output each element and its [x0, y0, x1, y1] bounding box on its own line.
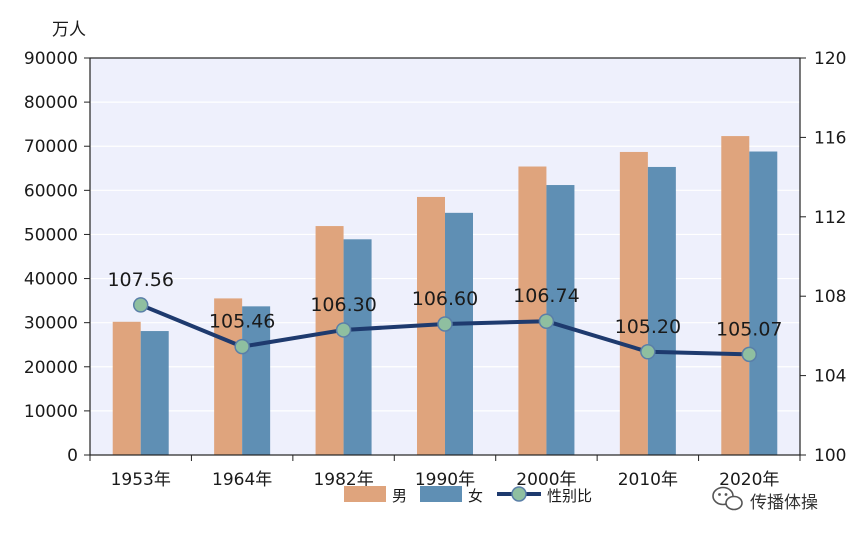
sex-ratio-point	[132, 297, 149, 313]
x-tick-label: 1990年	[415, 470, 475, 490]
sex-ratio-point	[640, 344, 656, 360]
sex-ratio-data-label: 106.60	[412, 288, 478, 310]
bar-female	[242, 306, 271, 455]
sex-ratio-point	[234, 338, 250, 355]
y-right-tick-label: 100	[814, 446, 846, 466]
y-right-tick-label: 120	[814, 49, 846, 69]
legend-label-male: 男	[392, 487, 407, 505]
sex-ratio-data-label: 105.07	[716, 318, 782, 340]
bar-female	[140, 331, 169, 455]
x-tick-label: 1964年	[212, 470, 272, 490]
legend-swatch-male	[344, 486, 386, 502]
bar-male	[315, 226, 344, 455]
data-labels: 107.56 105.46 106.30 106.60 106.74 105.20 105.…	[107, 269, 782, 340]
watermark-text: 传播体操	[750, 493, 818, 513]
bar-female	[647, 166, 676, 455]
y-left-tick-label: 50000	[24, 225, 78, 245]
sex-ratio-data-label: 106.74	[513, 285, 579, 307]
legend: 男 女 性别比	[344, 486, 592, 505]
wechat-icon	[712, 486, 743, 511]
watermark: 传播体操	[712, 486, 818, 513]
sex-ratio-point	[437, 316, 453, 332]
y-right-tick-label: 108	[814, 287, 846, 307]
y-left-tick-label: 60000	[24, 181, 78, 201]
legend-label-ratio: 性别比	[547, 487, 592, 505]
sex-ratio-data-label: 107.56	[107, 269, 173, 291]
bar-male	[721, 136, 750, 455]
sex-ratio-point	[538, 313, 555, 329]
sex-ratio-point	[741, 346, 758, 363]
legend-swatch-female	[420, 486, 462, 502]
x-tick-label: 2010年	[618, 470, 678, 490]
bar-female	[343, 239, 372, 455]
plot-frame	[89, 57, 801, 456]
y-left-tick-label: 40000	[24, 270, 78, 290]
sex-ratio-point	[335, 322, 352, 338]
sex-ratio-data-label: 105.20	[615, 316, 681, 338]
y-left-unit-label: 万人	[52, 20, 86, 40]
y-right-tick-label: 112	[814, 208, 846, 228]
y-left-tick-label: 10000	[24, 402, 78, 422]
y-right-tick-label: 116	[814, 128, 846, 148]
y-left-tick-label: 80000	[24, 93, 78, 113]
axes: 0 10000 20000 30000 40000 50000 60000 70000 8000…	[24, 49, 847, 490]
y-left-tick-label: 90000	[24, 49, 78, 69]
y-right-tick-label: 104	[814, 367, 846, 387]
sex-ratio-data-label: 105.46	[209, 311, 275, 333]
legend-swatch-ratio-marker	[511, 486, 527, 502]
x-tick-label: 1982年	[313, 470, 373, 490]
sex-ratio-line-group	[132, 297, 758, 363]
y-left-tick-label: 30000	[24, 314, 78, 334]
legend-label-female: 女	[468, 487, 483, 505]
bar-male	[112, 321, 141, 455]
x-tick-label: 2020年	[719, 470, 779, 490]
bar-male	[619, 151, 648, 455]
x-tick-label: 1953年	[111, 470, 171, 490]
x-tick-label: 2000年	[516, 470, 576, 490]
bar-male	[214, 298, 243, 455]
y-left-tick-label: 0	[67, 446, 78, 466]
y-left-tick-label: 70000	[24, 137, 78, 157]
bar-female	[445, 212, 473, 455]
bar-male	[518, 166, 547, 455]
bars	[112, 136, 778, 456]
y-left-tick-label: 20000	[24, 358, 78, 378]
bar-female	[749, 151, 778, 455]
sex-ratio-data-label: 106.30	[310, 294, 376, 316]
